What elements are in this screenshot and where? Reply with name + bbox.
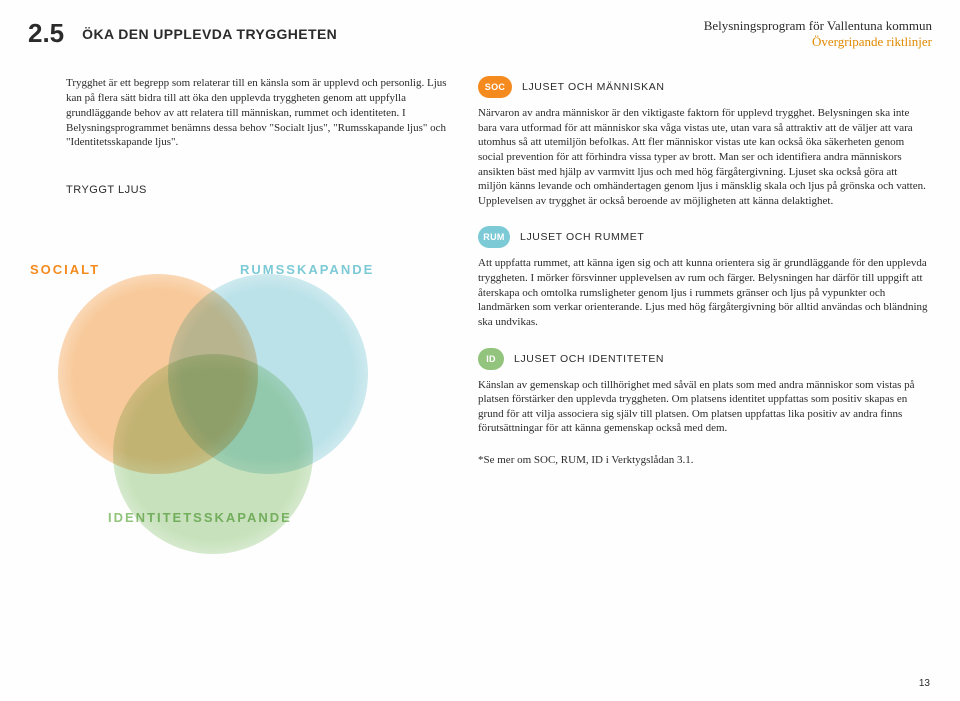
section-rum: RUM LJUSET OCH RUMMET Att uppfatta rumme… [478,226,928,329]
left-column: Trygghet är ett begrepp som relaterar ti… [28,76,458,570]
content-columns: Trygghet är ett begrepp som relaterar ti… [28,76,932,570]
header-right: Belysningsprogram för Vallentuna kommun … [704,18,932,50]
section-id: ID LJUSET OCH IDENTITETEN Känslan av gem… [478,348,928,437]
badge-rum: RUM [478,226,510,248]
page-number: 13 [919,678,930,689]
section-soc-title: LJUSET OCH MÄNNISKAN [522,81,665,93]
footnote: *Se mer om SOC, RUM, ID i Verktygslådan … [478,454,928,466]
venn-circles [58,274,378,534]
section-rum-title: LJUSET OCH RUMMET [520,231,644,243]
section-soc-header: SOC LJUSET OCH MÄNNISKAN [478,76,928,98]
section-id-title: LJUSET OCH IDENTITETEN [514,353,664,365]
section-id-header: ID LJUSET OCH IDENTITETEN [478,348,928,370]
intro-paragraph-1: Trygghet är ett begrepp som relaterar ti… [66,76,458,150]
section-rum-header: RUM LJUSET OCH RUMMET [478,226,928,248]
right-column: SOC LJUSET OCH MÄNNISKAN Närvaron av and… [478,76,928,570]
venn-diagram: SOCIALT RUMSSKAPANDE IDENTITETSSKAPANDE [28,210,448,570]
badge-soc: SOC [478,76,512,98]
badge-id: ID [478,348,504,370]
section-soc-body: Närvaron av andra människor är den vikti… [478,106,928,208]
section-number: 2.5 [28,18,64,49]
tryggt-heading: TRYGGT LJUS [66,184,458,196]
intro-block: Trygghet är ett begrepp som relaterar ti… [66,76,458,150]
page-header: 2.5 ÖKA DEN UPPLEVDA TRYGGHETEN Belysnin… [28,18,932,50]
doc-subtitle: Övergripande riktlinjer [704,34,932,50]
section-id-body: Känslan av gemenskap och tillhörighet me… [478,378,928,437]
venn-circle-identitetsskapande [113,354,313,554]
section-title: ÖKA DEN UPPLEVDA TRYGGHETEN [82,26,337,42]
section-soc: SOC LJUSET OCH MÄNNISKAN Närvaron av and… [478,76,928,208]
doc-title: Belysningsprogram för Vallentuna kommun [704,18,932,34]
section-rum-body: Att uppfatta rummet, att känna igen sig … [478,256,928,329]
